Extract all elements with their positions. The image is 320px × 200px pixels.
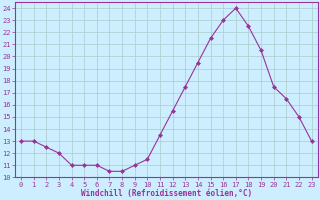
X-axis label: Windchill (Refroidissement éolien,°C): Windchill (Refroidissement éolien,°C): [81, 189, 252, 198]
